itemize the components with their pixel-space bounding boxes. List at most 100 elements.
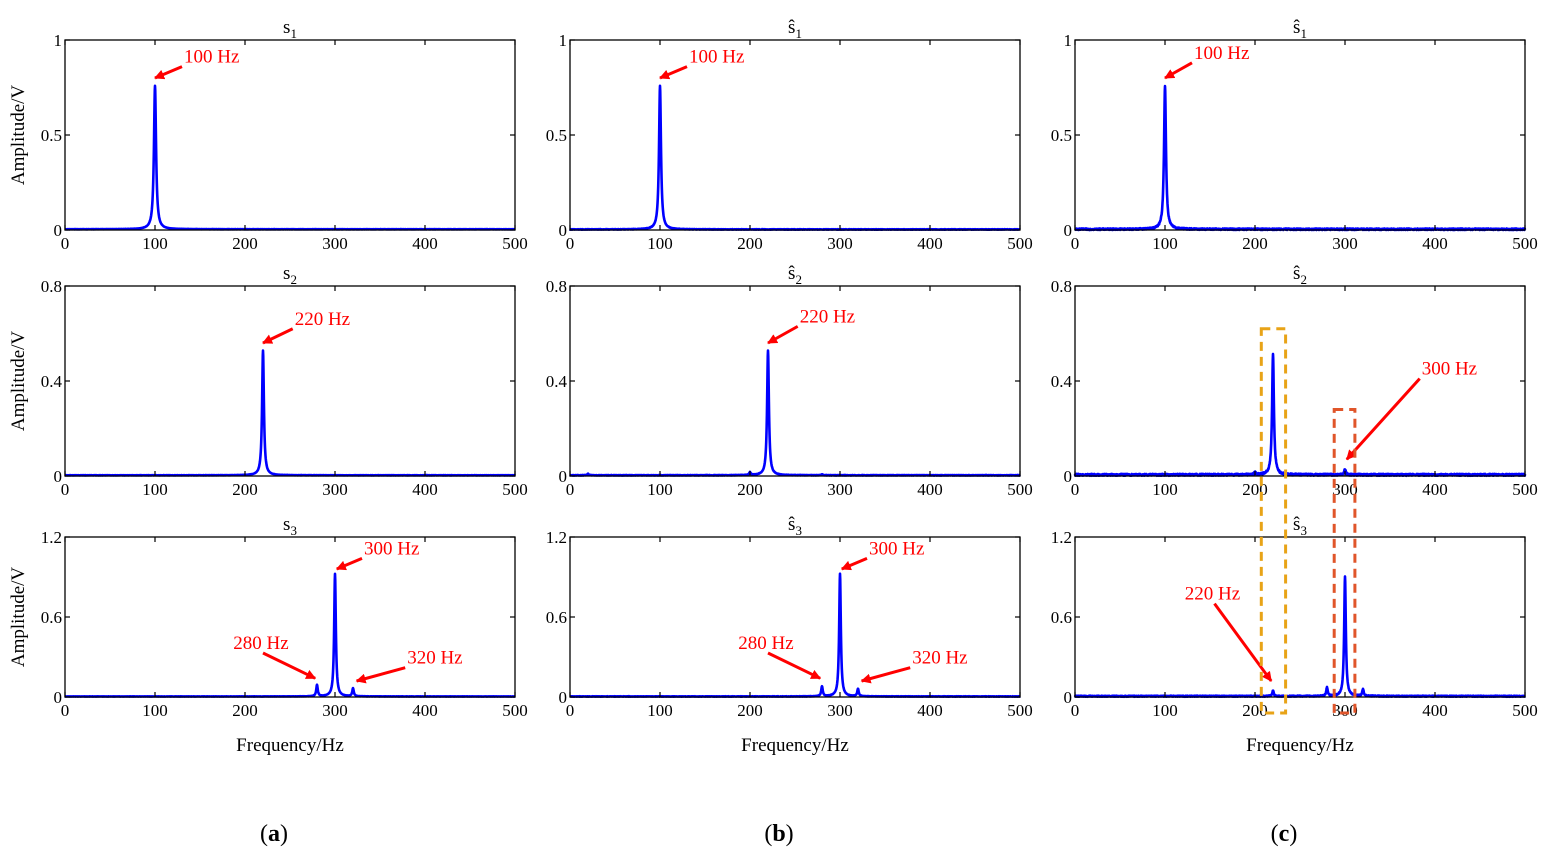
panel-a1-xtick-label-0: 0	[61, 234, 70, 253]
panel-a3-title: s3	[283, 514, 297, 538]
panel-b3: 0 100 200 300 400 500 0 0.6 1.2 ŝ3 Frequency/Hz 30…	[546, 514, 1033, 756]
panel-a2-xtick-label-0: 0	[61, 480, 70, 499]
panel-b3-annotation-label-2: 320 Hz	[912, 648, 967, 669]
column-labels: (a) (b) (c)	[260, 821, 1297, 847]
panel-b3-xtick-label-1: 100	[647, 701, 673, 720]
panel-a3-axes-box	[64, 536, 516, 698]
panel-a2-ytick-label-2: 0.8	[41, 277, 62, 296]
panel-c1-xtick-label-1: 100	[1152, 234, 1178, 253]
panel-a3-xtick-label-4: 400	[412, 701, 438, 720]
panel-b2-xtick-label-2: 200	[737, 480, 763, 499]
panel-c2-arrow-0	[1345, 377, 1421, 461]
panel-b1-xtick-label-1: 100	[647, 234, 673, 253]
panel-b1-ytick-label-2: 1	[559, 31, 568, 50]
panel-b1-ytick-label-0: 0	[559, 221, 568, 240]
panel-a3-xtick-label-0: 0	[61, 701, 70, 720]
panel-b2-xtick-label-0: 0	[566, 480, 575, 499]
panel-b1-annotation-label-0: 100 Hz	[689, 47, 744, 68]
panel-c2-xtick-label-2: 200	[1242, 480, 1268, 499]
panel-a2-ytick-label-0: 0	[54, 467, 63, 486]
column-label-c: (c)	[1271, 821, 1298, 847]
panel-b1-title: ŝ1	[788, 17, 802, 41]
panel-b1-axes-box	[569, 39, 1021, 231]
panel-b1-xtick-label-2: 200	[737, 234, 763, 253]
panel-a1-xtick-label-2: 200	[232, 234, 258, 253]
panel-c3-xtick-label-0: 0	[1071, 701, 1080, 720]
panel-b3-arrow-1	[767, 651, 822, 680]
panel-b3-arrow-2	[860, 666, 911, 684]
panel-a1: 0 100 200 300 400 500 0 0.5 1 s1 Amplitude/V 100 Hz	[8, 17, 528, 253]
panel-b3-ytick-label-0: 0	[559, 688, 568, 707]
panel-b2-annotation-label-0: 220 Hz	[800, 306, 855, 327]
panel-c1-annotation-label-0: 100 Hz	[1194, 43, 1249, 64]
panel-a3-ylabel: Amplitude/V	[8, 567, 29, 668]
panel-b1-xtick-label-0: 0	[566, 234, 575, 253]
panel-b3-xtick-label-2: 200	[737, 701, 763, 720]
panel-b3-axes-box	[569, 536, 1021, 698]
panel-a3-xtick-label-5: 500	[502, 701, 528, 720]
panel-b2-xtick-label-5: 500	[1007, 480, 1033, 499]
panel-a3-xtick-label-3: 300	[322, 701, 348, 720]
panel-c2-xtick-label-0: 0	[1071, 480, 1080, 499]
panel-a3-arrow-2	[355, 666, 406, 684]
panel-c2-annotation-label-0: 300 Hz	[1422, 359, 1477, 380]
panel-a3-xlabel: Frequency/Hz	[236, 735, 344, 756]
panel-c2-xtick-label-3: 300	[1332, 480, 1358, 499]
panel-a2-spectrum-line	[63, 349, 517, 477]
panel-b2: 0 100 200 300 400 500 0 0.4 0.8 ŝ2 220 Hz	[546, 263, 1033, 499]
panel-a1-xtick-label-3: 300	[322, 234, 348, 253]
panel-c3-xtick-label-1: 100	[1152, 701, 1178, 720]
column-label-b: (b)	[764, 821, 793, 847]
panel-c3: 0 100 200 300 400 500 0 0.6 1.2 ŝ3 Frequency/Hz 22…	[1051, 514, 1538, 756]
panel-c3-ytick-label-2: 1.2	[1051, 528, 1072, 547]
panel-c2-highlight-box-0	[1259, 327, 1288, 715]
panel-b3-xtick-label-0: 0	[566, 701, 575, 720]
panel-b3-spectrum-line	[568, 572, 1022, 698]
panel-a2: 0 100 200 300 400 500 0 0.4 0.8 s2 Amplitude/V 220 …	[8, 263, 528, 499]
panel-b2-xtick-label-4: 400	[917, 480, 943, 499]
panel-b2-axes-box	[569, 285, 1021, 477]
panel-b1-xtick-label-4: 400	[917, 234, 943, 253]
panel-a3: 0 100 200 300 400 500 0 0.6 1.2 s3 Amplitude/V Freq…	[8, 514, 528, 756]
panel-a3-ytick-label-1: 0.6	[41, 608, 62, 627]
panel-a1-xtick-label-4: 400	[412, 234, 438, 253]
panel-a3-ytick-label-2: 1.2	[41, 528, 62, 547]
panel-c3-ytick-label-0: 0	[1064, 688, 1073, 707]
panel-c1-ytick-label-1: 0.5	[1051, 126, 1072, 145]
panel-c1-xtick-label-0: 0	[1071, 234, 1080, 253]
panel-a3-spectrum-line	[63, 572, 517, 698]
panel-c1-spectrum-line	[1073, 84, 1527, 232]
panel-a1-arrow-0	[154, 65, 183, 80]
panel-a3-xtick-label-1: 100	[142, 701, 168, 720]
panel-a2-xtick-label-3: 300	[322, 480, 348, 499]
panel-a1-ylabel: Amplitude/V	[8, 85, 29, 186]
panel-b1-xtick-label-5: 500	[1007, 234, 1033, 253]
panel-b1: 0 100 200 300 400 500 0 0.5 1 ŝ1 100 Hz	[546, 17, 1033, 253]
panel-c1-title: ŝ1	[1293, 17, 1307, 41]
panel-c3-ytick-label-1: 0.6	[1051, 608, 1072, 627]
panel-b2-spectrum-line	[568, 349, 1022, 477]
panel-a1-annotation-label-0: 100 Hz	[184, 47, 239, 68]
panel-b2-xtick-label-3: 300	[827, 480, 853, 499]
panel-c3-annotation-label-0: 220 Hz	[1185, 584, 1240, 605]
panel-b3-title: ŝ3	[788, 514, 802, 538]
panel-b3-xtick-label-4: 400	[917, 701, 943, 720]
panel-c1: 0 100 200 300 400 500 0 0.5 1 ŝ1 100 Hz	[1051, 17, 1538, 253]
panel-c1-xtick-label-3: 300	[1332, 234, 1358, 253]
panel-b2-xtick-label-1: 100	[647, 480, 673, 499]
panel-c2-xtick-label-5: 500	[1512, 480, 1538, 499]
panel-a1-ytick-label-0: 0	[54, 221, 63, 240]
panel-b3-xtick-label-3: 300	[827, 701, 853, 720]
panel-c2-ytick-label-2: 0.8	[1051, 277, 1072, 296]
column-label-a: (a)	[260, 821, 288, 847]
panel-b2-ytick-label-2: 0.8	[546, 277, 567, 296]
panel-b1-spectrum-line	[568, 84, 1022, 231]
panel-a3-annotation-label-2: 320 Hz	[407, 648, 462, 669]
panel-a1-axes-box	[64, 39, 516, 231]
panel-c2-spectrum-line	[1073, 352, 1527, 478]
panel-c2-axes-box	[1074, 285, 1526, 477]
panel-b2-ytick-label-1: 0.4	[546, 372, 568, 391]
panel-b3-ytick-label-2: 1.2	[546, 528, 567, 547]
panel-c2-xtick-label-4: 400	[1422, 480, 1448, 499]
